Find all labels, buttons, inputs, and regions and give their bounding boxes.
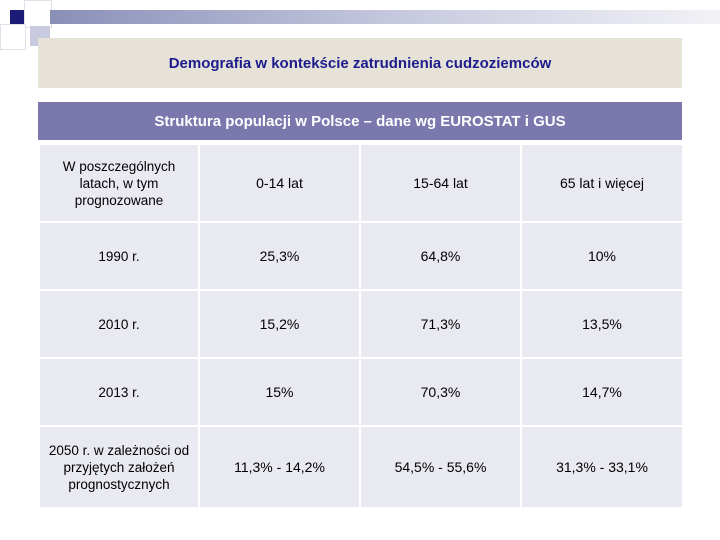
header-cell: 65 lat i więcej [520,143,684,223]
table-cell: 10% [520,221,684,291]
table-cell: 14,7% [520,357,684,427]
table-cell: 54,5% - 55,6% [359,425,522,509]
table-row: 1990 r. 25,3% 64,8% 10% [38,221,684,291]
population-table: W poszczególnych latach, w tym prognozow… [38,143,684,509]
row-label: 2050 r. w zależności od przyjętych założ… [38,425,200,509]
table-cell: 13,5% [520,289,684,359]
header-cell: 0-14 lat [198,143,361,223]
decor-square [24,0,52,28]
table-cell: 11,3% - 14,2% [198,425,361,509]
table-row: 2010 r. 15,2% 71,3% 13,5% [38,289,684,359]
slide-title: Demografia w kontekście zatrudnienia cud… [168,54,552,72]
row-label: 1990 r. [38,221,200,291]
decor-gradient-strip [50,10,720,24]
header-cell: 15-64 lat [359,143,522,223]
table-row: 2013 r. 15% 70,3% 14,7% [38,357,684,427]
title-band: Demografia w kontekście zatrudnienia cud… [38,38,682,88]
table-header-row: W poszczególnych latach, w tym prognozow… [38,143,684,223]
table-title: Struktura populacji w Polsce – dane wg E… [38,102,682,140]
table-cell: 31,3% - 33,1% [520,425,684,509]
table-cell: 25,3% [198,221,361,291]
table-cell: 15% [198,357,361,427]
decor-square [0,24,26,50]
table-container: Struktura populacji w Polsce – dane wg E… [38,102,684,509]
table-cell: 64,8% [359,221,522,291]
table-row: 2050 r. w zależności od przyjętych założ… [38,425,684,509]
row-label: 2013 r. [38,357,200,427]
decor-square-dark [10,10,24,24]
table-cell: 70,3% [359,357,522,427]
table-cell: 15,2% [198,289,361,359]
header-cell: W poszczególnych latach, w tym prognozow… [38,143,200,223]
row-label: 2010 r. [38,289,200,359]
table-cell: 71,3% [359,289,522,359]
